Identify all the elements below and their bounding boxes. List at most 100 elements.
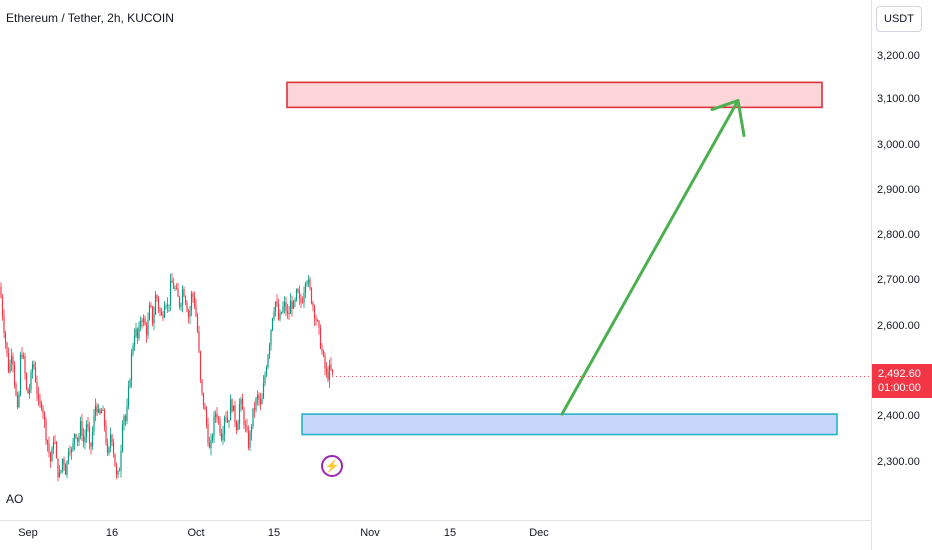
time-tick-label: 16 (105, 527, 119, 539)
candle-body (183, 289, 185, 297)
candle-body (85, 424, 88, 438)
candle-body (270, 329, 272, 345)
candle-body (244, 424, 247, 426)
candle-body (78, 436, 80, 442)
candle-body (285, 302, 287, 312)
candle-body (97, 409, 100, 413)
candle-body (204, 405, 206, 410)
price-tick-label: 2,600.00 (877, 320, 920, 332)
candle-body (138, 326, 140, 339)
candle-body (226, 417, 229, 423)
candle-body (103, 409, 106, 427)
candle-body (166, 305, 169, 306)
candle-body (13, 364, 16, 384)
candle-body (267, 355, 269, 368)
candle-body (87, 424, 89, 428)
candle-body (94, 405, 97, 416)
candle-body (195, 305, 197, 317)
candle-body (282, 306, 284, 313)
candle-body (76, 437, 79, 442)
candle-body (24, 356, 26, 374)
candle-body (160, 311, 163, 316)
candle-body (60, 470, 62, 472)
candle-body (130, 353, 133, 380)
candle-body (298, 292, 301, 299)
candle-body (315, 318, 317, 321)
candle-body (102, 409, 104, 411)
candle-body (73, 434, 76, 444)
candle-body (190, 293, 193, 311)
candle-body (168, 304, 170, 306)
price-axis-separator (871, 0, 872, 550)
candle-body (61, 458, 64, 471)
candle-body (58, 471, 61, 477)
candle-body (199, 351, 202, 380)
candle-body (222, 434, 224, 440)
candle-body (300, 298, 302, 303)
candle-body (172, 282, 175, 289)
candle-body (112, 442, 115, 454)
candle-body (141, 320, 143, 322)
candle-body (289, 300, 292, 314)
candle-body (171, 280, 173, 283)
candle-body (207, 423, 209, 443)
candle-body (156, 295, 158, 298)
candle-body (82, 435, 85, 443)
candle-body (69, 451, 71, 453)
candle-body (19, 354, 22, 394)
candle-body (234, 405, 236, 423)
candle-body (93, 415, 95, 432)
currency-button[interactable]: USDT (876, 6, 922, 32)
candle-body (129, 379, 131, 388)
candle-body (252, 408, 254, 427)
price-tick-label: 2,700.00 (877, 274, 920, 286)
projection-arrow-shaft (560, 99, 740, 416)
candle-body (178, 296, 181, 307)
candle-body (232, 405, 235, 412)
candle-body (273, 311, 275, 319)
candle-body (28, 389, 31, 394)
candle-body (66, 460, 68, 475)
candle-body (120, 450, 122, 471)
candle-body (105, 426, 107, 444)
price-tick-label: 2,900.00 (877, 184, 920, 196)
candle-body (304, 283, 307, 294)
price-tick-label: 2,300.00 (877, 456, 920, 468)
candle-body (6, 342, 8, 354)
candle-body (313, 306, 316, 319)
candle-body (276, 301, 278, 304)
candle-body (106, 443, 109, 453)
candle-body (264, 375, 266, 384)
candle-body (126, 406, 128, 422)
candle-body (15, 383, 17, 396)
candle-body (294, 299, 296, 302)
candle-body (142, 318, 145, 322)
candle-body (247, 430, 250, 448)
candle-body (262, 383, 265, 399)
candle-body (174, 288, 176, 290)
candle-body (211, 435, 214, 440)
candle-body (208, 442, 211, 448)
lightning-icon[interactable]: ⚡ (321, 455, 343, 477)
candle-body (175, 288, 178, 290)
candle-body (1, 297, 4, 317)
candle-body (256, 394, 259, 399)
candle-body (186, 302, 188, 312)
candle-body (18, 393, 20, 408)
candle-body (330, 364, 332, 370)
candle-body (96, 405, 98, 413)
candle-body (279, 313, 281, 320)
candle-body (241, 399, 244, 410)
candle-body (219, 419, 221, 433)
price-tick-label: 3,100.00 (877, 93, 920, 105)
candle-body (150, 304, 152, 307)
candle-body (4, 333, 7, 343)
candle-body (280, 312, 283, 314)
candle-body (307, 279, 310, 283)
candle-body (180, 304, 182, 307)
candle-body (49, 452, 52, 462)
candle-body (277, 303, 280, 320)
resistance-zone (286, 81, 823, 109)
